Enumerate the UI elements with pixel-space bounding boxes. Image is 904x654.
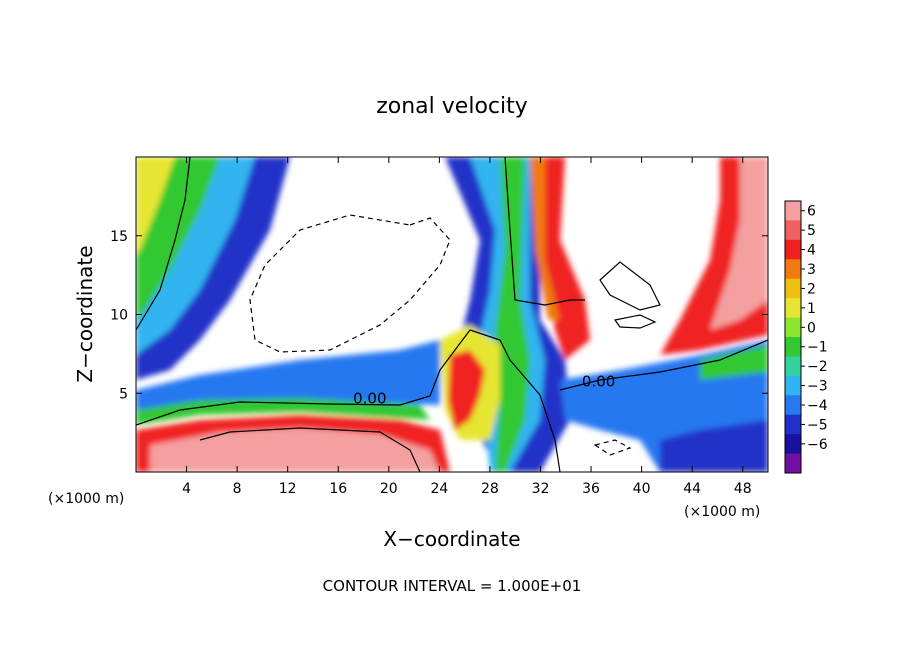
chart-title: zonal velocity — [376, 94, 528, 119]
velocity-region-surface-red — [136, 415, 450, 472]
plot-area — [136, 157, 768, 472]
colorbar-tick-label: 4 — [807, 243, 816, 259]
x-tick-label: 28 — [481, 481, 499, 497]
velocity-region-lower-right-deep-blue — [660, 420, 768, 472]
contour-line-right-small-blob — [613, 314, 657, 329]
contour-line-low-zero — [136, 329, 561, 472]
x-tick-label: 4 — [182, 481, 191, 497]
x-tick-label: 44 — [683, 481, 701, 497]
contour-line-right-zero — [559, 339, 768, 391]
velocity-region-left-jet-yellow — [136, 157, 175, 255]
x-unit-label-right: (×1000 m) — [684, 504, 760, 520]
colorbar-swatch — [785, 337, 801, 357]
colorbar-swatch — [785, 259, 801, 280]
colorbar-tick-label: −3 — [807, 379, 828, 395]
colorbar-swatch — [785, 375, 801, 396]
colorbar-frame — [784, 200, 802, 474]
contour-label: 0.00 — [353, 390, 386, 408]
contour-label: 0.00 — [582, 372, 615, 390]
x-tick-label: 24 — [430, 481, 448, 497]
x-tick-label: 8 — [233, 481, 242, 497]
colorbar-swatch — [785, 278, 801, 299]
colorbar-tick-label: −1 — [807, 340, 828, 356]
contour-labels: 0.00 0.00 — [353, 372, 615, 408]
contour-line-negative-upper — [249, 214, 451, 353]
velocity-region-central-red-core — [448, 350, 485, 430]
colorbar-swatch — [785, 453, 801, 474]
x-tick-label: 12 — [279, 481, 297, 497]
colorbar-tick-label: 6 — [807, 204, 816, 220]
colorbar-tick-label: −6 — [807, 437, 828, 453]
colorbar: 6 5 4 3 2 1 0 −1 −2 −3 −4 −5 −6 — [784, 200, 828, 474]
contour-interval-footer: CONTOUR INTERVAL = 1.000E+01 — [323, 577, 582, 595]
velocity-region-right-orange — [530, 157, 560, 320]
y-tick-label: 5 — [119, 386, 128, 402]
y-axis: 5 10 15 — [110, 229, 768, 402]
contour-line-negative-lower-right — [593, 439, 632, 456]
colorbar-swatch — [785, 395, 801, 416]
velocity-region-central-green — [495, 157, 530, 472]
colorbar-tick-label: 3 — [807, 262, 816, 278]
contour-line-central-column — [504, 157, 585, 306]
velocity-region-lower-right-green — [700, 345, 768, 380]
colorbar-swatch — [785, 201, 801, 221]
colorbar-tick-label: 0 — [807, 320, 816, 336]
x-unit-label-left: (×1000 m) — [48, 491, 124, 507]
contour-line-left — [136, 157, 191, 331]
colorbar-tick-label: 1 — [807, 301, 816, 317]
colorbar-swatch — [785, 356, 801, 377]
x-tick-label: 20 — [380, 481, 398, 497]
contour-line-right-blob — [599, 261, 661, 311]
x-axis-label: X−coordinate — [383, 527, 520, 551]
colorbar-swatch — [785, 414, 801, 435]
velocity-region-low-band-blue — [136, 340, 440, 415]
x-tick-label: 40 — [633, 481, 651, 497]
velocity-region-far-right-pink — [710, 157, 768, 330]
x-axis: 4 8 12 16 20 24 28 32 36 40 44 48 — [182, 157, 752, 497]
colorbar-tick-label: −4 — [807, 398, 828, 414]
colorbar-swatch — [785, 434, 801, 455]
x-tick-label: 48 — [734, 481, 752, 497]
colorbar-tick-label: −5 — [807, 417, 828, 433]
velocity-region-right-red-jet — [535, 157, 590, 360]
colorbar-swatch — [785, 317, 801, 338]
y-tick-label: 10 — [110, 308, 128, 324]
colorbar-swatch — [785, 220, 801, 241]
y-axis-label: Z−coordinate — [73, 245, 97, 382]
x-tick-label: 32 — [532, 481, 550, 497]
colorbar-tick-label: 2 — [807, 281, 816, 297]
contour-line-surface — [199, 427, 421, 472]
x-tick-label: 16 — [329, 481, 347, 497]
y-tick-label: 15 — [110, 229, 128, 245]
colorbar-swatch — [785, 298, 801, 319]
colorbar-tick-label: −2 — [807, 359, 828, 375]
colorbar-tick-label: 5 — [807, 223, 816, 239]
x-tick-label: 36 — [582, 481, 600, 497]
colorbar-swatch — [785, 239, 801, 260]
velocity-region-surface-pink — [150, 428, 440, 472]
